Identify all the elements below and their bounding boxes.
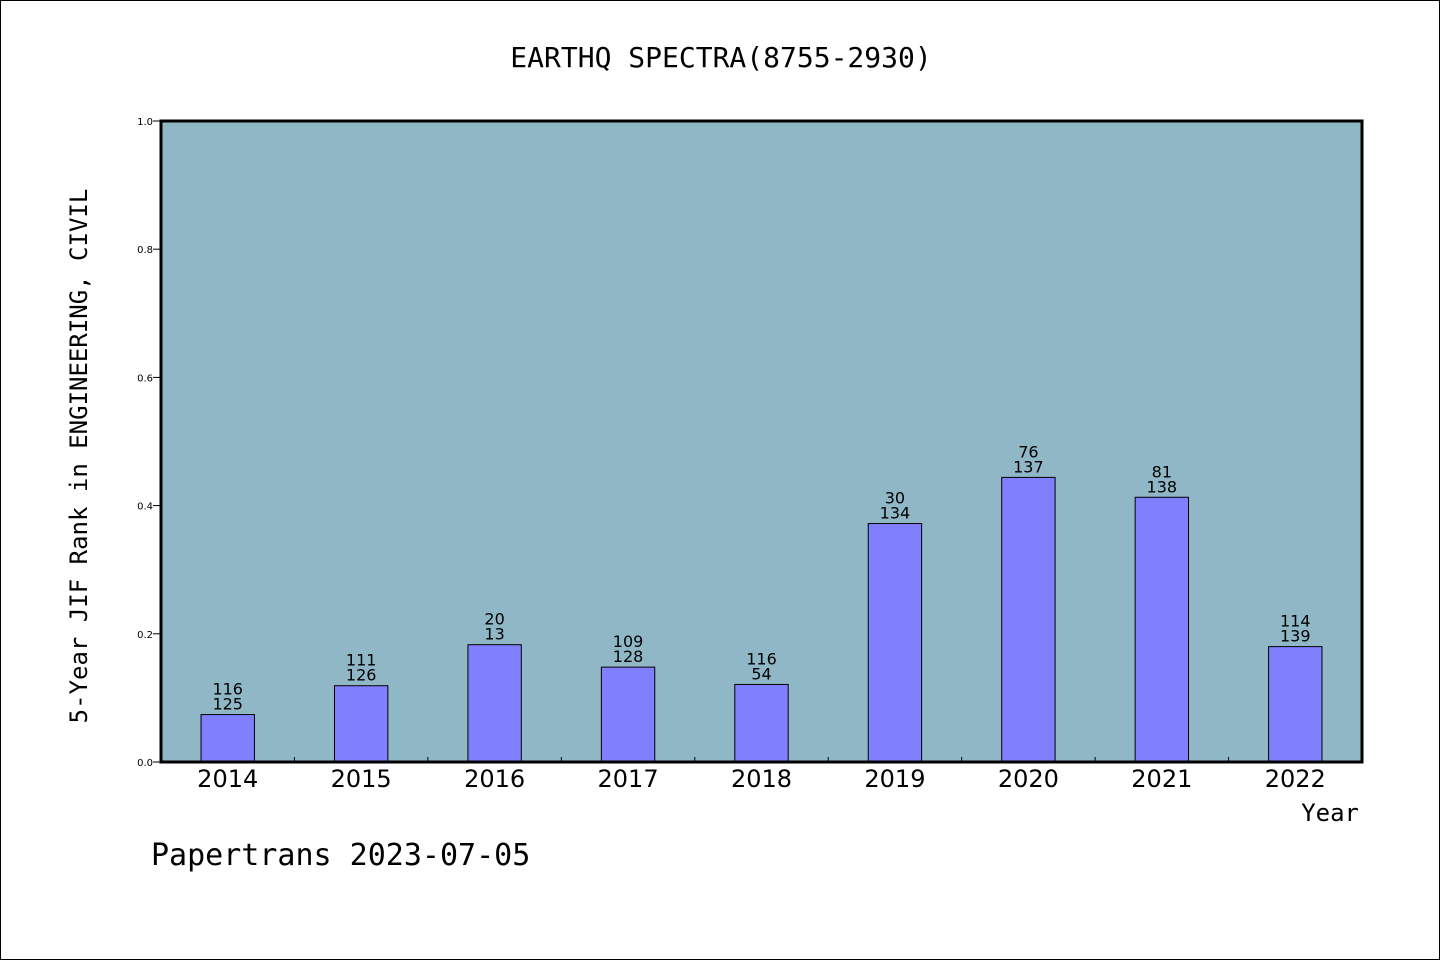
bar-label-top: 30 [885, 489, 905, 508]
y-tick-label: 0.4 [137, 502, 153, 513]
bar-2018 [734, 683, 789, 763]
y-tick-label: 0.6 [137, 373, 153, 384]
bar-label-bottom: 126 [346, 666, 377, 685]
footer-text: Papertrans 2023-07-05 [151, 838, 530, 873]
bar-2022 [1268, 646, 1323, 763]
bar-label-top: 116 [746, 649, 777, 668]
bar-2017 [600, 666, 656, 763]
bar-label-top: 111 [346, 651, 377, 670]
plot-frame [159, 119, 1364, 764]
chart-title: EARTHQ SPECTRA(8755-2930) [510, 41, 931, 74]
x-tick-label: 2017 [598, 765, 659, 793]
bar-label-bottom: 54 [751, 664, 771, 683]
x-tick-label: 2022 [1265, 765, 1326, 793]
bar-label-top: 76 [1018, 442, 1038, 461]
bar-label-bottom: 125 [212, 695, 243, 714]
bar-2021 [1134, 496, 1190, 763]
bar-label-top: 109 [613, 632, 644, 651]
bar-label-bottom: 128 [613, 647, 644, 666]
bar-2016 [467, 644, 522, 763]
x-tick-label: 2020 [998, 765, 1059, 793]
y-axis-ticks: 0.0 0.2 0.4 0.6 0.8 1.0 [137, 117, 161, 769]
bar-label-top: 114 [1280, 612, 1311, 631]
bar-series [200, 476, 1323, 763]
x-tick-label: 2016 [464, 765, 525, 793]
bar-label-bottom: 13 [484, 625, 504, 644]
x-tick-label: 2019 [864, 765, 925, 793]
bar-label-bottom: 137 [1013, 457, 1044, 476]
x-axis-label: Year [1301, 799, 1359, 827]
bar-2014 [200, 714, 255, 763]
x-tick-label: 2015 [331, 765, 392, 793]
y-tick-label: 0.0 [137, 758, 153, 769]
bar-label-bottom: 139 [1280, 627, 1311, 646]
bar-label-top: 81 [1152, 462, 1172, 481]
bar-2019 [867, 523, 923, 763]
x-tick-label: 2014 [197, 765, 258, 793]
bar-2020 [1001, 476, 1056, 763]
x-axis-ticks: 2014 2015 2016 2017 2018 2019 2020 2021 2022 [197, 757, 1326, 793]
bar-label-top: 20 [484, 610, 504, 629]
bar-2015 [333, 685, 389, 763]
y-tick-label: 1.0 [137, 117, 153, 128]
bar-label-top: 116 [212, 680, 243, 699]
y-tick-label: 0.8 [137, 245, 153, 256]
y-axis-label: 5-Year JIF Rank in ENGINEERING, CIVIL [65, 189, 93, 724]
bar-label-bottom: 134 [880, 504, 911, 523]
y-tick-label: 0.2 [137, 630, 153, 641]
x-tick-label: 2021 [1131, 765, 1192, 793]
bar-label-bottom: 138 [1147, 477, 1178, 496]
x-tick-label: 2018 [731, 765, 792, 793]
